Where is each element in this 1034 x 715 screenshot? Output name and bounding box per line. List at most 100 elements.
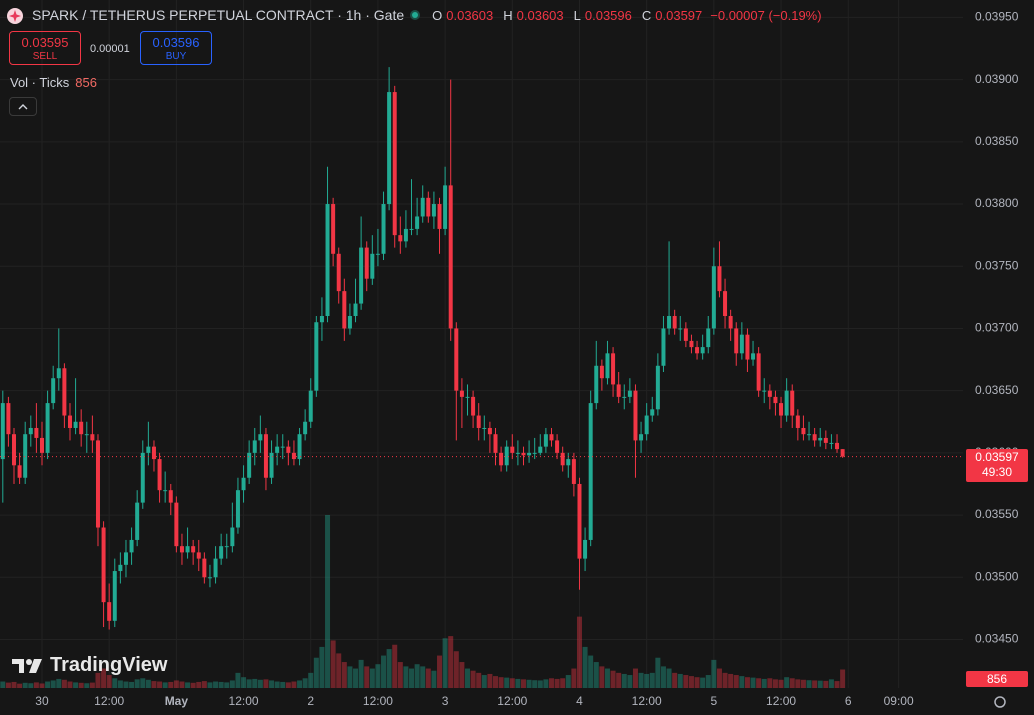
x-tick-label: 30 bbox=[35, 694, 49, 708]
volume-bar bbox=[179, 681, 185, 688]
volume-bar bbox=[465, 668, 471, 688]
volume-bar bbox=[151, 681, 157, 688]
candle-body bbox=[280, 446, 285, 448]
x-tick-label: 12:00 bbox=[497, 694, 527, 708]
volume-bar bbox=[655, 657, 661, 688]
candle-body bbox=[420, 197, 425, 217]
volume-bar bbox=[666, 668, 672, 688]
volume-bar bbox=[162, 682, 168, 688]
volume-bar bbox=[297, 680, 303, 688]
volume-bar bbox=[554, 678, 560, 688]
candle-body bbox=[510, 446, 515, 453]
volume-bar bbox=[660, 666, 666, 688]
candle-body bbox=[331, 204, 336, 254]
volume-bar bbox=[744, 677, 750, 688]
candle-body bbox=[801, 427, 806, 435]
candle-body bbox=[303, 421, 308, 435]
volume-bar bbox=[834, 681, 840, 688]
candle-body bbox=[347, 316, 352, 329]
x-tick-label: 5 bbox=[711, 694, 718, 708]
sell-button[interactable]: 0.03595 SELL bbox=[9, 31, 81, 65]
candle-body bbox=[650, 409, 655, 416]
chevron bbox=[18, 104, 28, 110]
candle-body bbox=[734, 328, 739, 354]
x-tick-label: 4 bbox=[576, 694, 583, 708]
volume-bar bbox=[173, 680, 179, 688]
candle-body bbox=[499, 452, 504, 466]
volume-bar bbox=[78, 682, 84, 688]
y-tick-label: 0.03950 bbox=[975, 10, 1019, 24]
volume-bar bbox=[481, 675, 487, 688]
watermark: TradingView bbox=[12, 654, 167, 677]
candle-body bbox=[515, 452, 520, 454]
candle-body bbox=[269, 452, 274, 478]
candle-body bbox=[258, 434, 263, 441]
candle-body bbox=[23, 434, 28, 478]
candle-body bbox=[835, 442, 840, 450]
candle-body bbox=[454, 328, 459, 391]
volume-bar bbox=[840, 669, 846, 688]
candle-body bbox=[728, 316, 733, 329]
volume-bar bbox=[761, 678, 767, 688]
candle-body bbox=[599, 365, 604, 379]
volume-bar bbox=[420, 666, 426, 688]
y-tick-label: 0.03850 bbox=[975, 134, 1019, 148]
symbol-logo bbox=[7, 8, 23, 24]
volume-bar bbox=[711, 659, 717, 688]
volume-bar bbox=[823, 680, 829, 688]
volume-bar bbox=[369, 668, 375, 688]
volume-bar bbox=[213, 681, 219, 688]
candle-body bbox=[549, 434, 554, 441]
volume-bar bbox=[520, 679, 526, 688]
volume-bar bbox=[386, 649, 392, 688]
volume-bar bbox=[50, 680, 56, 688]
candle-body bbox=[107, 602, 112, 621]
candle-body bbox=[297, 434, 302, 460]
volume-bar bbox=[201, 681, 207, 688]
volume-bar bbox=[700, 677, 706, 688]
volume-bar bbox=[442, 638, 448, 688]
candle-body bbox=[818, 437, 823, 441]
price-axis-bg bbox=[963, 0, 1034, 715]
candle-body bbox=[739, 334, 744, 354]
candle-body bbox=[308, 390, 313, 422]
ohlc-label: O bbox=[432, 7, 443, 23]
volume-bar bbox=[145, 679, 151, 688]
volume-bar bbox=[425, 668, 431, 688]
candle-body bbox=[790, 390, 795, 416]
volume-bar bbox=[705, 675, 711, 688]
candle-body bbox=[767, 390, 772, 397]
candle-body bbox=[319, 316, 324, 323]
candle-body bbox=[342, 291, 347, 329]
candle-body bbox=[560, 452, 565, 466]
candle-body bbox=[398, 235, 403, 242]
volume-bar bbox=[599, 666, 605, 688]
candle-body bbox=[661, 328, 666, 366]
volume-bar bbox=[532, 680, 538, 688]
candle-body bbox=[0, 403, 5, 460]
volume-bar bbox=[459, 662, 465, 688]
volume-bar bbox=[196, 681, 202, 688]
candle-body bbox=[11, 434, 16, 466]
y-tick-label: 0.03800 bbox=[975, 196, 1019, 210]
volume-bar bbox=[302, 678, 308, 688]
buy-price: 0.03596 bbox=[152, 35, 200, 50]
candle-body bbox=[487, 427, 492, 435]
sell-label: SELL bbox=[32, 51, 58, 62]
candle-body bbox=[67, 415, 72, 428]
volume-bar bbox=[0, 681, 6, 688]
collapse-button[interactable] bbox=[9, 97, 37, 116]
x-tick-label: 2 bbox=[307, 694, 314, 708]
candle-body bbox=[723, 291, 728, 317]
candle-body bbox=[655, 365, 660, 410]
candle-body bbox=[706, 328, 711, 348]
candle-body bbox=[196, 552, 201, 559]
candle-body bbox=[73, 421, 78, 428]
candle-body bbox=[291, 452, 296, 460]
buy-button[interactable]: 0.03596 BUY bbox=[140, 31, 212, 65]
candle-body bbox=[123, 552, 128, 565]
volume-bar bbox=[470, 670, 476, 688]
settings-icon[interactable] bbox=[994, 696, 1006, 708]
volume-bar bbox=[694, 677, 700, 688]
volume-bar bbox=[106, 675, 112, 688]
